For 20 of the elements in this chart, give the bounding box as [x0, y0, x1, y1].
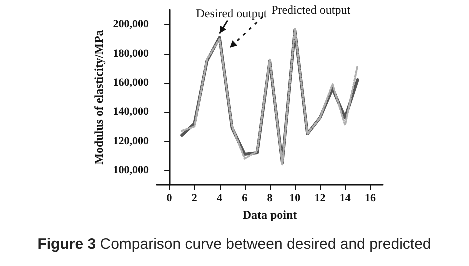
x-axis-title: Data point — [242, 208, 298, 222]
x-tick-label: 6 — [242, 192, 248, 205]
x-tick-label: 10 — [290, 192, 302, 205]
y-tick-label: 100,000 — [113, 164, 150, 177]
x-tick-label: 8 — [267, 192, 274, 205]
y-tick-label: 140,000 — [113, 106, 150, 118]
annotation: Predicted output — [272, 2, 352, 17]
y-tick-label: 200,000 — [113, 18, 150, 31]
x-tick-label: 16 — [364, 192, 376, 205]
y-tick-label: 180,000 — [113, 48, 150, 60]
y-tick-label: 120,000 — [113, 135, 150, 148]
x-tick-label: 4 — [217, 192, 224, 205]
caption: Figure 3 Comparison curve between desired and predicted — [36, 236, 432, 253]
annotation: Desired output — [196, 6, 268, 21]
x-tick-label: 14 — [340, 192, 352, 205]
x-tick-label: 12 — [314, 192, 326, 205]
x-tick-label: 0 — [166, 192, 173, 205]
y-axis-title: Modulus of elasticity/MPa — [92, 30, 106, 165]
y-tick-label: 160,000 — [113, 76, 150, 89]
x-tick-label: 2 — [192, 192, 198, 205]
